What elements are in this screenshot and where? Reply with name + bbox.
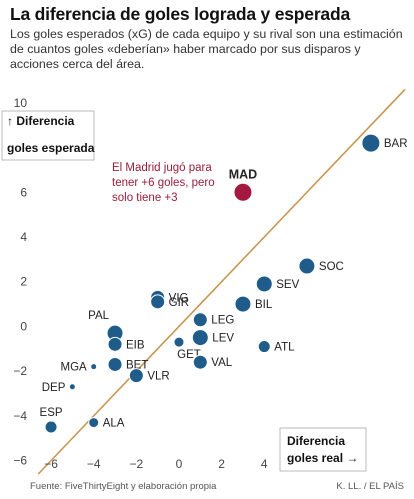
point-label-pal: PAL — [88, 310, 109, 322]
point-get — [173, 336, 185, 348]
x-axis-label-box — [279, 427, 367, 472]
y-tick-label: 0 — [20, 319, 27, 333]
point-label-esp: ESP — [40, 407, 63, 419]
point-dep — [68, 383, 76, 391]
point-label-dep: DEP — [42, 382, 66, 394]
point-atl — [257, 340, 271, 354]
point-bet — [107, 356, 123, 372]
y-tick-label: −6 — [13, 454, 27, 468]
chart-title: La diferencia de goles lograda y esperad… — [10, 4, 350, 24]
point-mad — [233, 182, 253, 202]
chart-subtitle: Los goles esperados (xG) de cada equipo … — [10, 27, 403, 71]
point-label-lev: LEV — [212, 333, 234, 345]
point-leg — [192, 312, 208, 328]
point-mga — [90, 363, 98, 371]
x-tick-label: −4 — [87, 457, 101, 471]
point-label-leg: LEG — [211, 315, 234, 327]
point-label-mad: MAD — [229, 167, 257, 181]
point-eib — [107, 336, 123, 352]
x-axis-label-line2: goles real → — [287, 451, 358, 465]
point-label-soc: SOC — [319, 261, 344, 273]
point-label-vlr: VLR — [147, 371, 169, 383]
point-bil — [234, 295, 252, 313]
point-label-vig: VIG — [169, 292, 189, 304]
y-axis-label-line2: goles esperada — [7, 141, 95, 155]
point-val — [192, 354, 208, 370]
point-label-mga: MGA — [60, 362, 87, 374]
point-label-eib: EIB — [126, 339, 145, 351]
point-gir — [150, 294, 166, 310]
point-bar — [361, 133, 381, 153]
y-tick-label: 6 — [20, 185, 27, 199]
point-label-bil: BIL — [255, 299, 273, 311]
point-label-bet: BET — [126, 359, 148, 371]
point-label-sev: SEV — [276, 279, 299, 291]
x-tick-label: −6 — [44, 457, 58, 471]
madrid-annotation-line: solo tiene +3 — [112, 192, 178, 204]
x-tick-label: 4 — [261, 457, 268, 471]
point-label-bar: BAR — [384, 138, 408, 150]
y-tick-label: −2 — [13, 364, 27, 378]
x-tick-label: 0 — [176, 457, 183, 471]
y-axis-label-box — [1, 110, 95, 161]
point-esp — [44, 420, 58, 434]
x-axis-label-line1: Diferencia — [287, 434, 345, 448]
y-tick-label: 2 — [20, 275, 27, 289]
point-label-atl: ATL — [274, 342, 295, 354]
point-soc — [298, 257, 316, 275]
point-label-gir: GIR — [169, 297, 189, 309]
x-tick-label: −2 — [130, 457, 144, 471]
y-tick-label: 4 — [20, 230, 27, 244]
source-note: Fuente: FiveThirtyEight y elaboración pr… — [30, 481, 217, 492]
y-tick-label: −4 — [13, 409, 27, 423]
point-label-ala: ALA — [103, 418, 125, 430]
point-vlr — [128, 368, 144, 384]
point-sev — [255, 275, 273, 293]
madrid-annotation-line: El Madrid jugó para — [112, 162, 212, 174]
point-lev — [191, 329, 209, 347]
diagonal-line — [37, 88, 406, 475]
y-axis-label-line1: ↑ Diferencia — [7, 114, 75, 128]
x-tick-label: 2 — [218, 457, 225, 471]
point-ala — [88, 417, 100, 429]
point-label-val: VAL — [211, 357, 232, 369]
y-tick-label: 10 — [14, 96, 28, 110]
credit-note: K. LL. / EL PAÍS — [336, 481, 404, 492]
madrid-annotation-line: tener +6 goles, pero — [112, 177, 215, 189]
